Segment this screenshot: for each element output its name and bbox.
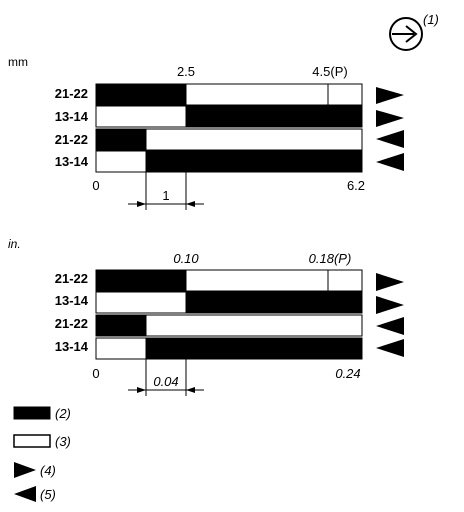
inch-section: in. 0.10 0.18(P) 21-22 13-14 21-22 13-14…	[8, 237, 404, 396]
inch-row2-forward-icon	[376, 296, 404, 314]
legend-closed-label: (2)	[55, 406, 71, 421]
mm-row1-closed-segment	[95, 83, 187, 106]
legend-return-label: (5)	[40, 487, 56, 502]
mm-unit-label: mm	[8, 55, 28, 69]
mm-row-label-1: 21-22	[55, 86, 88, 101]
mm-dim-arrow-right-icon	[186, 201, 195, 207]
mm-row-label-3: 21-22	[55, 132, 88, 147]
mm-row4-open-segment	[95, 150, 147, 173]
mm-row3-closed-segment	[95, 128, 147, 151]
inch-tick-0-18p: 0.18(P)	[309, 251, 352, 266]
mm-section: mm 2.5 4.5(P) 21-22 13-14 21-22 13-14 0 …	[8, 55, 404, 210]
mm-tick-2-5: 2.5	[177, 64, 195, 79]
legend: (2) (3) (4) (5)	[13, 406, 71, 502]
inch-row2-open-segment	[95, 291, 187, 314]
mm-tick-4-5p: 4.5(P)	[312, 64, 347, 79]
inch-row1-open-segment	[185, 269, 363, 292]
inch-row1-forward-icon	[376, 273, 404, 291]
legend-closed-swatch	[13, 406, 51, 420]
legend-open-swatch	[13, 434, 51, 448]
mm-row2-forward-icon	[376, 110, 404, 127]
mm-row-label-4: 13-14	[55, 154, 89, 169]
inch-dim-arrow-right-icon	[186, 387, 195, 393]
inch-row1-closed-segment	[95, 269, 187, 292]
mm-row3-return-icon	[376, 130, 404, 148]
inch-row4-closed-segment	[145, 337, 363, 360]
inch-row-label-1: 21-22	[55, 271, 88, 286]
mm-row4-return-icon	[376, 153, 404, 171]
inch-tick-0-10: 0.10	[173, 251, 199, 266]
legend-forward-icon	[14, 462, 36, 478]
mm-tick-end: 6.2	[347, 178, 365, 193]
direction-symbol-label: (1)	[423, 12, 439, 27]
mm-row1-open-segment	[185, 83, 363, 106]
direction-arrow-head-icon	[405, 25, 418, 43]
inch-row3-open-segment	[145, 314, 363, 337]
inch-dim-label: 0.04	[153, 374, 178, 389]
inch-row-label-4: 13-14	[55, 339, 89, 354]
inch-row4-open-segment	[95, 337, 147, 360]
inch-tick-zero: 0	[92, 366, 99, 381]
legend-open-label: (3)	[55, 434, 71, 449]
inch-row-label-3: 21-22	[55, 316, 88, 331]
inch-row4-return-icon	[376, 339, 404, 357]
inch-tick-end: 0.24	[335, 366, 360, 381]
mm-row-label-2: 13-14	[55, 109, 89, 124]
mm-row4-closed-segment	[145, 150, 363, 173]
inch-unit-label: in.	[8, 237, 21, 251]
legend-forward-label: (4)	[40, 463, 56, 478]
direction-symbol: (1)	[389, 12, 439, 51]
legend-return-icon	[14, 486, 36, 502]
direction-circle-icon	[389, 17, 423, 51]
mm-row3-open-segment	[145, 128, 363, 151]
mm-tick-zero: 0	[92, 178, 99, 193]
inch-row2-closed-segment	[185, 291, 363, 314]
inch-row-label-2: 13-14	[55, 293, 89, 308]
mm-dim-label: 1	[162, 188, 169, 203]
mm-row2-closed-segment	[185, 105, 363, 128]
mm-row1-forward-icon	[376, 87, 404, 104]
mm-dim-arrow-left-icon	[137, 201, 146, 207]
inch-row3-closed-segment	[95, 314, 147, 337]
inch-dim-arrow-left-icon	[137, 387, 146, 393]
mm-row2-open-segment	[95, 105, 187, 128]
inch-row3-return-icon	[376, 317, 404, 335]
